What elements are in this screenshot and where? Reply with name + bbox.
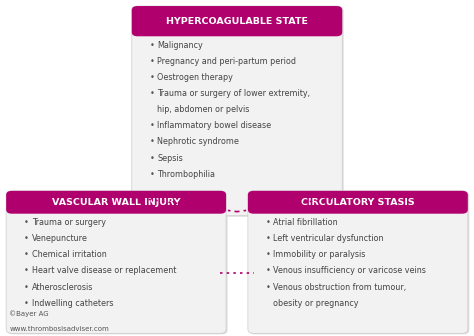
Text: Indwelling catheters: Indwelling catheters bbox=[32, 299, 113, 308]
FancyBboxPatch shape bbox=[248, 191, 468, 333]
Text: Immobility or paralysis: Immobility or paralysis bbox=[273, 250, 366, 259]
Bar bbox=[143, 21, 331, 32]
FancyBboxPatch shape bbox=[132, 6, 342, 216]
Text: Sepsis: Sepsis bbox=[157, 154, 183, 163]
Text: •: • bbox=[24, 218, 28, 227]
Text: VASCULAR WALL INJURY: VASCULAR WALL INJURY bbox=[52, 198, 181, 207]
Text: •: • bbox=[265, 234, 270, 243]
FancyBboxPatch shape bbox=[8, 192, 228, 334]
Text: •: • bbox=[265, 283, 270, 292]
Text: Thrombophilia: Thrombophilia bbox=[157, 170, 215, 179]
Text: CIRCULATORY STASIS: CIRCULATORY STASIS bbox=[301, 198, 415, 207]
Text: Venous insufficiency or varicose veins: Venous insufficiency or varicose veins bbox=[273, 266, 427, 276]
FancyBboxPatch shape bbox=[249, 192, 469, 334]
Text: ©Bayer AG: ©Bayer AG bbox=[9, 311, 49, 318]
Text: •: • bbox=[149, 154, 154, 163]
Text: •: • bbox=[24, 266, 28, 276]
Text: Atrial fibrillation: Atrial fibrillation bbox=[273, 218, 338, 227]
Text: www.thrombosisadviser.com: www.thrombosisadviser.com bbox=[9, 326, 109, 332]
Text: •: • bbox=[24, 234, 28, 243]
FancyBboxPatch shape bbox=[133, 7, 344, 217]
Text: •: • bbox=[149, 41, 154, 50]
Text: Malignancy: Malignancy bbox=[157, 41, 203, 50]
Text: Trauma or surgery of lower extremity,: Trauma or surgery of lower extremity, bbox=[157, 89, 310, 98]
Text: •: • bbox=[149, 57, 154, 66]
Text: Trauma or surgery: Trauma or surgery bbox=[32, 218, 106, 227]
FancyBboxPatch shape bbox=[248, 191, 468, 214]
FancyBboxPatch shape bbox=[6, 191, 226, 214]
Text: •: • bbox=[149, 73, 154, 82]
Text: •: • bbox=[24, 250, 28, 259]
Text: •: • bbox=[265, 266, 270, 276]
Bar bbox=[18, 202, 215, 210]
Bar bbox=[259, 202, 456, 210]
Text: •: • bbox=[149, 121, 154, 130]
Text: •: • bbox=[24, 283, 28, 292]
Text: Venepuncture: Venepuncture bbox=[32, 234, 88, 243]
Text: •: • bbox=[24, 299, 28, 308]
Text: •: • bbox=[149, 137, 154, 146]
Text: •: • bbox=[149, 170, 154, 179]
Text: Heart valve disease or replacement: Heart valve disease or replacement bbox=[32, 266, 176, 276]
Text: Oestrogen therapy: Oestrogen therapy bbox=[157, 73, 233, 82]
Text: Left ventricular dysfunction: Left ventricular dysfunction bbox=[273, 234, 384, 243]
Text: Atherosclerosis: Atherosclerosis bbox=[32, 283, 93, 292]
Text: hip, abdomen or pelvis: hip, abdomen or pelvis bbox=[157, 105, 250, 114]
FancyBboxPatch shape bbox=[6, 191, 226, 333]
FancyBboxPatch shape bbox=[132, 6, 342, 36]
Text: Nephrotic syndrome: Nephrotic syndrome bbox=[157, 137, 239, 146]
Text: Chemical irritation: Chemical irritation bbox=[32, 250, 107, 259]
Text: Pregnancy and peri-partum period: Pregnancy and peri-partum period bbox=[157, 57, 296, 66]
Text: •: • bbox=[149, 89, 154, 98]
Text: Inflammatory bowel disease: Inflammatory bowel disease bbox=[157, 121, 272, 130]
Text: obesity or pregnancy: obesity or pregnancy bbox=[273, 299, 359, 308]
Text: Venous obstruction from tumour,: Venous obstruction from tumour, bbox=[273, 283, 407, 292]
Text: •: • bbox=[265, 250, 270, 259]
Text: HYPERCOAGULABLE STATE: HYPERCOAGULABLE STATE bbox=[166, 17, 308, 26]
Text: •: • bbox=[265, 218, 270, 227]
